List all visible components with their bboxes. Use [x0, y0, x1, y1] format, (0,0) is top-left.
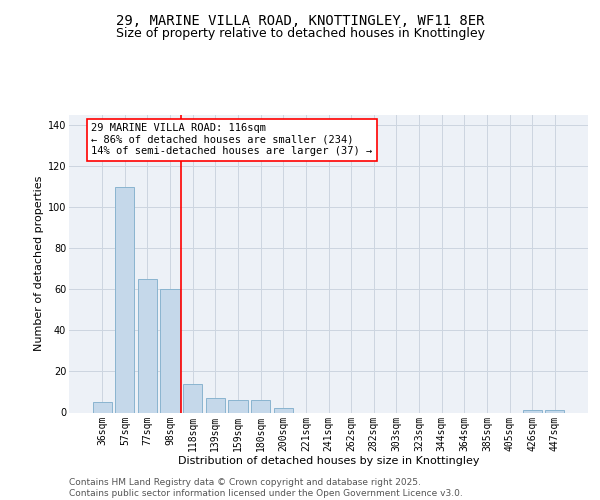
- Y-axis label: Number of detached properties: Number of detached properties: [34, 176, 44, 352]
- Bar: [160, 290, 180, 412]
- Bar: [523, 410, 542, 412]
- Bar: [183, 384, 202, 412]
- Text: Size of property relative to detached houses in Knottingley: Size of property relative to detached ho…: [115, 28, 485, 40]
- Bar: [229, 400, 248, 412]
- Bar: [115, 187, 134, 412]
- Bar: [92, 402, 112, 412]
- Text: 29, MARINE VILLA ROAD, KNOTTINGLEY, WF11 8ER: 29, MARINE VILLA ROAD, KNOTTINGLEY, WF11…: [116, 14, 484, 28]
- Text: Contains HM Land Registry data © Crown copyright and database right 2025.
Contai: Contains HM Land Registry data © Crown c…: [69, 478, 463, 498]
- Bar: [138, 279, 157, 412]
- Bar: [274, 408, 293, 412]
- Bar: [251, 400, 270, 412]
- Bar: [545, 410, 565, 412]
- Bar: [206, 398, 225, 412]
- X-axis label: Distribution of detached houses by size in Knottingley: Distribution of detached houses by size …: [178, 456, 479, 466]
- Text: 29 MARINE VILLA ROAD: 116sqm
← 86% of detached houses are smaller (234)
14% of s: 29 MARINE VILLA ROAD: 116sqm ← 86% of de…: [91, 123, 373, 156]
